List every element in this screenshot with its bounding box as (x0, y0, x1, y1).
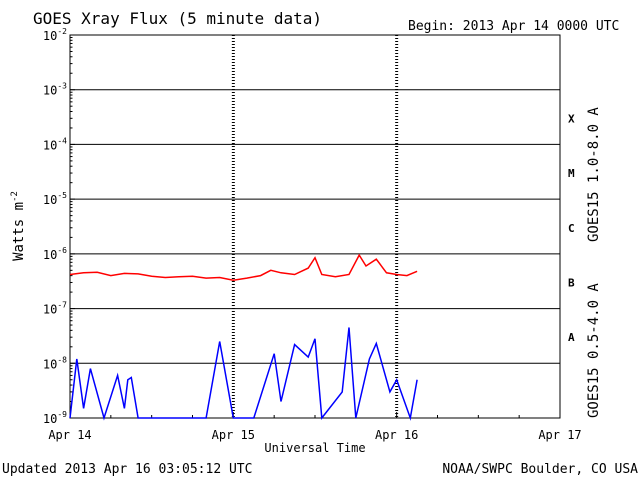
begin-label: Begin: 2013 Apr 14 0000 UTC (408, 19, 619, 34)
y-tick-base: 10 (43, 84, 57, 98)
chart-title: GOES Xray Flux (5 minute data) (33, 9, 322, 28)
y-tick-label: 10-7 (43, 301, 67, 317)
y-tick-exponent: -2 (57, 27, 67, 36)
y-tick-base: 10 (43, 412, 57, 426)
legend-series-short: GOES15 0.5-4.0 A (586, 283, 602, 418)
y-tick-label: 10-2 (43, 27, 67, 43)
flare-class-label: X (568, 112, 575, 125)
y-tick-exponent: -5 (57, 191, 67, 200)
y-tick-exponent: -6 (57, 246, 67, 255)
x-axis-label: Universal Time (264, 441, 365, 455)
x-axis-ticks: Apr 14 Apr 15 Apr 16 Apr 17 (48, 412, 582, 442)
legend-series-long: GOES15 1.0-8.0 A (586, 107, 602, 242)
y-tick-label: 10-4 (43, 136, 67, 152)
flare-class-label: B (568, 276, 575, 289)
series-line-short-wavelength (69, 327, 418, 421)
flare-class-label: A (568, 331, 575, 344)
y-tick-base: 10 (43, 357, 57, 371)
y-tick-label: 10-8 (43, 355, 67, 371)
y-tick-exponent: -9 (57, 410, 67, 419)
y-axis-label: Watts m (11, 202, 27, 261)
day-divider-lines (231, 35, 399, 418)
x-tick-label: Apr 16 (375, 428, 418, 442)
y-axis-ticks: 10-210-310-410-510-610-710-810-9 (43, 27, 75, 426)
y-tick-exponent: -4 (57, 136, 67, 145)
y-tick-exponent: -3 (57, 82, 67, 91)
x-tick-label: Apr 17 (538, 428, 581, 442)
plot-area (69, 34, 561, 419)
credit-label: NOAA/SWPC Boulder, CO USA (442, 462, 638, 477)
grid-lines (70, 89, 560, 364)
y-axis-label-superscript: -2 (10, 191, 20, 202)
updated-label: Updated 2013 Apr 16 03:05:12 UTC (2, 462, 252, 477)
y-axis-label-group: Watts m-2 (10, 191, 27, 261)
y-tick-label: 10-5 (43, 191, 67, 207)
y-tick-label: 10-3 (43, 82, 67, 98)
flare-class-labels: X M C B A (568, 112, 575, 344)
y-tick-label: 10-6 (43, 246, 67, 262)
y-tick-exponent: -7 (57, 301, 67, 310)
y-tick-base: 10 (43, 138, 57, 152)
x-tick-label: Apr 15 (212, 428, 255, 442)
flare-class-label: C (568, 222, 575, 235)
y-tick-base: 10 (43, 193, 57, 207)
series-line-long-wavelength (69, 253, 418, 281)
x-tick-label: Apr 14 (48, 428, 91, 442)
y-tick-label: 10-9 (43, 410, 67, 426)
y-tick-base: 10 (43, 29, 57, 43)
svg-text:Watts m-2: Watts m-2 (10, 191, 27, 261)
y-tick-exponent: -8 (57, 355, 67, 364)
y-tick-base: 10 (43, 303, 57, 317)
y-tick-base: 10 (43, 248, 57, 262)
flare-class-label: M (568, 167, 575, 180)
